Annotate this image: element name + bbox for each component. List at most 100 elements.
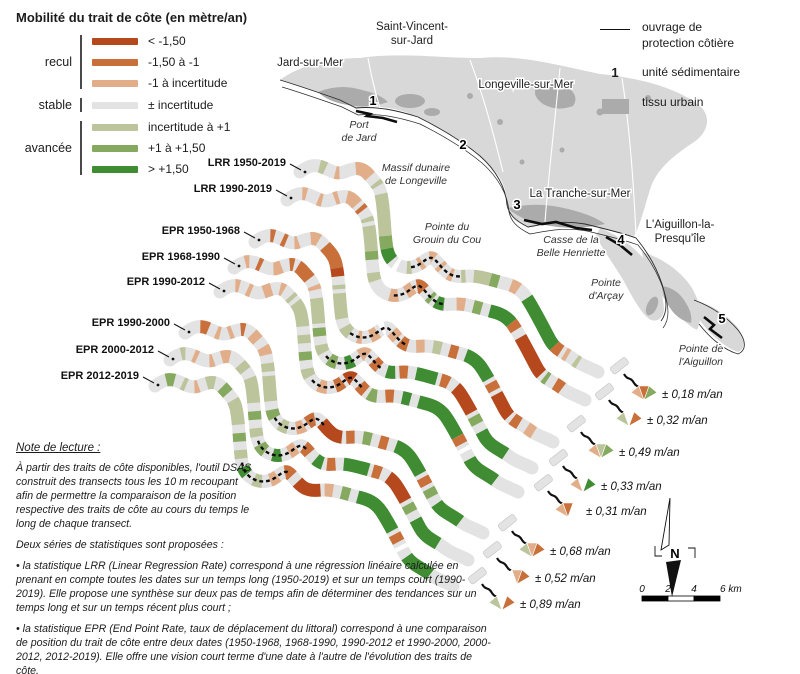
label-leader-dot [303, 170, 307, 174]
legend-group-stable: stable ± incertitude [16, 98, 247, 112]
legend-swatch [92, 144, 138, 152]
fan-source-tick [548, 449, 568, 467]
label-leader [142, 376, 155, 384]
legend-swatch [92, 165, 138, 173]
uncertainty-value: ± 0,33 m/an [601, 481, 662, 493]
fan-wedge [628, 411, 643, 427]
map-feature-label: Belle Henriette [537, 247, 606, 259]
uncertainty-value: ± 0,68 m/an [550, 546, 611, 558]
ribbon-segment [230, 255, 536, 474]
protection-works [355, 109, 723, 340]
label-leader-dot [222, 289, 226, 293]
sedimentary-unit-badge: 2 [459, 137, 466, 152]
ribbon-segment [166, 347, 472, 566]
scalebar-segment [693, 595, 721, 602]
ribbon-segment [296, 159, 602, 378]
legend-swatch [92, 79, 138, 87]
fan-wedge [643, 385, 658, 401]
legend-symbols: ouvrage de protection côtière 1 unité séd… [598, 20, 740, 128]
legend-group-label: avancée [24, 141, 72, 155]
legend-group-bar [80, 121, 82, 175]
ribbon-EPR-1990-2000 [178, 320, 490, 540]
arcay-spit [596, 228, 664, 321]
legend-title: Mobilité du trait de côte (en mètre/an) [16, 10, 248, 25]
legend-item-label: tissu urbain [642, 94, 704, 109]
label-leader-dot [289, 196, 293, 200]
ribbon-EPR-2000-2012 [163, 347, 475, 567]
legend-swatch [92, 123, 138, 131]
coastline [279, 79, 745, 355]
note-bullet: • la statistique LRR (Linear Regression … [16, 559, 477, 614]
label-leader-dot [171, 357, 175, 361]
mainland [280, 55, 708, 237]
map-feature-label: Pointe [591, 277, 621, 289]
note-title: Note de lecture : [16, 442, 101, 454]
fan-source-tick [467, 567, 487, 585]
line-icon [600, 29, 630, 30]
label-leader-dot [237, 264, 241, 268]
label-leader-dot [187, 330, 191, 334]
ribbon-label: EPR 1990-2012 [127, 276, 205, 288]
map-feature-label: de Jard [341, 132, 377, 144]
map-feature-label: Pointe de [679, 343, 724, 355]
uncertainty-value: ± 0,18 m/an [662, 389, 723, 401]
ribbon-label: LRR 1950-2019 [208, 157, 286, 169]
map-town-label: Saint-Vincent- [376, 21, 448, 33]
map-town-label: sur-Jard [391, 35, 433, 47]
urban-swatch-icon [601, 98, 629, 114]
reading-note: Note de lecture : À partir des traits de… [16, 441, 494, 674]
uncertainty-value: ± 0,32 m/an [647, 415, 708, 427]
ribbon-segment [283, 187, 589, 406]
note-paragraph: À partir des traits de côte disponibles,… [16, 462, 252, 531]
legend-swatch [92, 37, 138, 45]
legend-item-unit: 1 unité sédimentaire [598, 65, 740, 81]
label-leader [243, 231, 256, 239]
fan-source-tick [609, 357, 629, 375]
scalebar-tick: 6 km [720, 584, 742, 595]
uncertainty-fan: ± 0,18 m/an [609, 357, 723, 401]
sedimentary-unit-badge: 4 [617, 232, 625, 247]
fan-wedge [567, 502, 582, 518]
map-town-label: L'Aiguillon-la- [646, 219, 715, 231]
legend-item-urban: tissu urbain [598, 95, 740, 114]
ribbon-segment [251, 229, 557, 448]
uncertainty-value: ± 0,52 m/an [535, 573, 596, 585]
label-leader [173, 323, 186, 331]
map-feature-label: Port [349, 119, 369, 131]
label-leader-dot [257, 238, 261, 242]
map-feature-label: Grouin du Cou [413, 234, 481, 246]
map-feature-label: de Longeville [385, 175, 447, 187]
north-label: N [670, 546, 679, 561]
ribbon-segment [151, 373, 457, 592]
legend-group-avancee: avancée incertitude à +1 +1 à +1,50 > +1… [16, 120, 247, 176]
fan-wedge [600, 443, 615, 459]
map-feature-label: Casse de la [543, 234, 599, 246]
ribbon-EPR-1950-1968 [248, 229, 560, 449]
fan-source-tick [482, 541, 502, 559]
scalebar-tick: 4 [691, 584, 697, 595]
ribbon-label: EPR 2000-2012 [76, 344, 154, 356]
legend-group-label: recul [44, 55, 72, 69]
map-town-label: Jard-sur-Mer [277, 57, 343, 69]
ribbon-segment [184, 325, 484, 535]
ribbon-EPR-2012-2019 [148, 373, 460, 593]
ribbon-segment [251, 229, 557, 448]
fan-wedge [501, 595, 516, 611]
ribbon-segment [181, 320, 487, 539]
label-leader [223, 257, 236, 265]
scalebar-segment [667, 595, 695, 602]
legend-swatch [92, 101, 138, 109]
label-leader-dot [156, 383, 160, 387]
ribbon-segment [166, 347, 472, 566]
map-town-label: Presqu'île [655, 233, 706, 245]
uncertainty-fan: ± 0,31 m/an [533, 474, 647, 518]
legend-item-protection: ouvrage de protection côtière [598, 20, 740, 51]
ribbon-segment [230, 255, 536, 474]
legend-item-label: ouvrage de protection côtière [642, 20, 735, 50]
map-town-label: Longeville-sur-Mer [478, 79, 573, 91]
ribbon-segment [216, 279, 522, 498]
uncertainty-fan: ± 0,32 m/an [594, 383, 708, 427]
scalebar-tick: 0 [639, 584, 645, 595]
ribbon-segment [181, 320, 487, 539]
